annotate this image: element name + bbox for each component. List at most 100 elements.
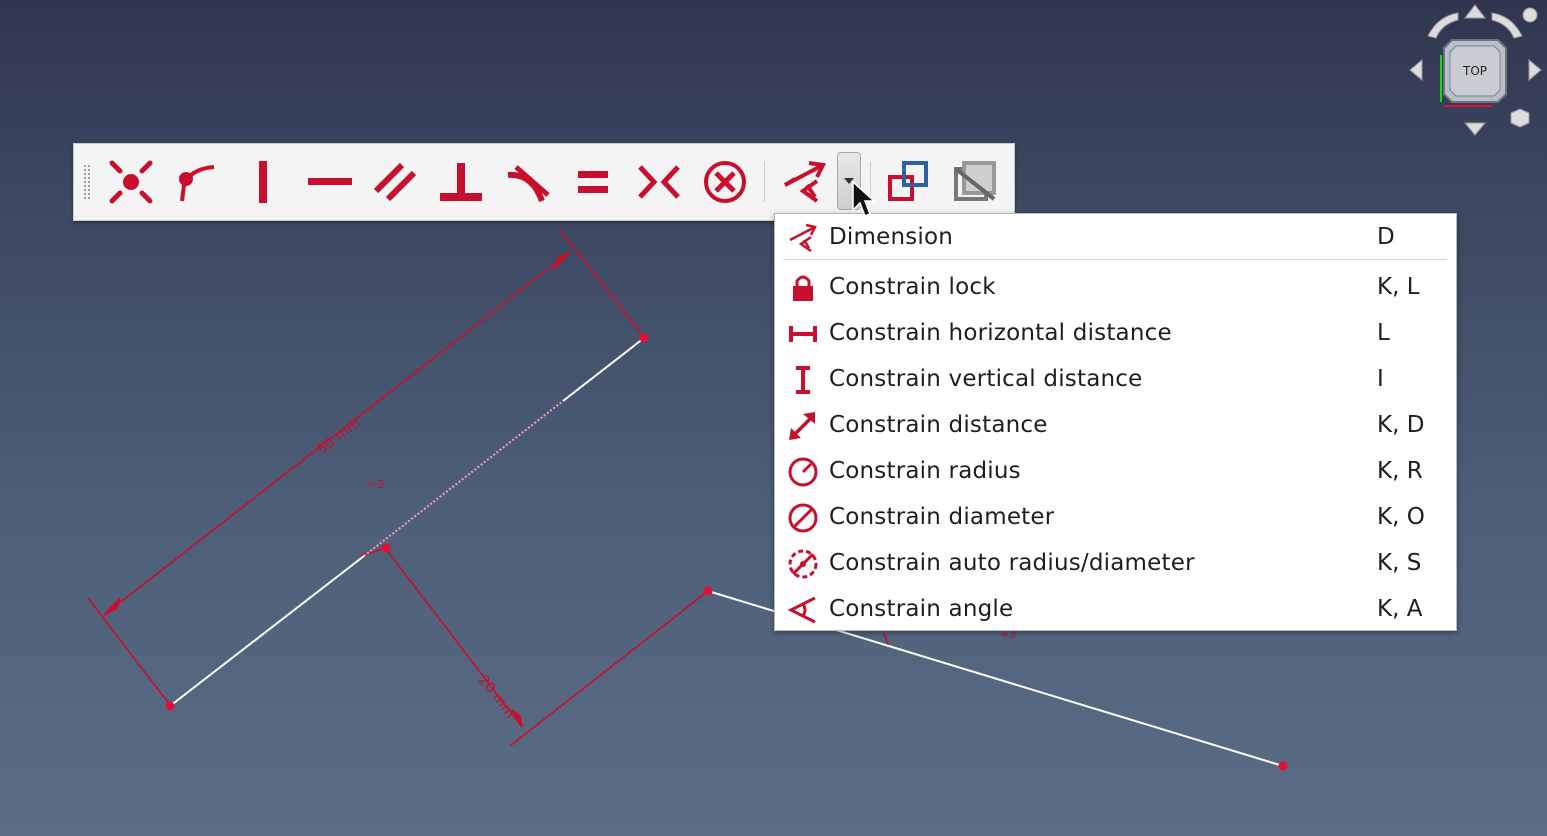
- toolbar-separator: [870, 162, 871, 202]
- dimension-icon: [789, 223, 817, 253]
- diameter-icon: [788, 503, 818, 533]
- menu-item-diameter[interactable]: Constrain diameter K, O: [781, 496, 1451, 540]
- constraint-marker: [883, 632, 889, 646]
- arrow-left-icon[interactable]: [1409, 58, 1423, 82]
- angle-icon: [787, 596, 816, 624]
- menu-item-shortcut: K, S: [1377, 550, 1422, 576]
- parallel-icon: [373, 162, 417, 202]
- dimension-dropdown-menu: Dimension D Constrain lock K, L Constrai…: [774, 213, 1457, 631]
- horizontal-icon: [308, 178, 352, 185]
- sketch-point[interactable]: [1278, 761, 1288, 771]
- dimension-icon: [783, 161, 827, 203]
- perpendicular-button[interactable]: [434, 154, 488, 210]
- dimension-label-20[interactable]: 20 mm: [475, 673, 518, 722]
- sketch-line[interactable]: [562, 337, 645, 402]
- arrow-right-icon[interactable]: [1528, 58, 1542, 82]
- dimension-label-50[interactable]: 50 mm: [315, 415, 364, 458]
- point-on-object-icon: [179, 165, 215, 202]
- menu-item-distance[interactable]: Constrain distance K, D: [781, 404, 1451, 448]
- sketch-line[interactable]: [169, 555, 365, 707]
- menu-item-shortcut: K, O: [1377, 504, 1425, 530]
- arrowhead: [511, 709, 523, 728]
- menu-item-radius[interactable]: Constrain radius K, R: [781, 450, 1451, 494]
- horizontal-button[interactable]: [302, 154, 356, 210]
- dimension-dropdown-arrow[interactable]: [837, 152, 861, 210]
- arrowhead: [553, 251, 571, 270]
- coincident-icon: [109, 160, 153, 204]
- toggle-active-icon: [954, 161, 996, 201]
- menu-item-horizontal-distance[interactable]: Constrain horizontal distance L: [781, 312, 1451, 356]
- horizontal-distance-icon: [789, 326, 817, 342]
- menu-item-label: Dimension: [829, 224, 954, 250]
- equal-constraint-marker: =3: [368, 478, 384, 491]
- symmetric-icon: [638, 165, 680, 199]
- menu-item-auto-radius-diameter[interactable]: Constrain auto radius/diameter K, S: [781, 542, 1451, 586]
- extension-line: [559, 229, 645, 338]
- toggle-driving-button[interactable]: [882, 154, 936, 210]
- perpendicular-icon: [440, 163, 482, 201]
- sketch-line-selected[interactable]: [363, 400, 564, 557]
- menu-item-shortcut: D: [1377, 224, 1395, 250]
- menu-item-constrain-lock[interactable]: Constrain lock K, L: [781, 266, 1451, 310]
- menu-item-shortcut: L: [1377, 320, 1390, 346]
- sketch-point[interactable]: [703, 586, 713, 596]
- menu-separator: [783, 259, 1447, 260]
- vertical-distance-icon: [796, 366, 810, 394]
- menu-item-vertical-distance[interactable]: Constrain vertical distance I: [781, 358, 1451, 402]
- coincident-button[interactable]: [104, 154, 158, 210]
- toggle-driving-icon: [888, 161, 928, 201]
- symmetric-button[interactable]: [632, 154, 686, 210]
- arrow-up-icon[interactable]: [1463, 4, 1487, 19]
- equal-icon: [578, 171, 608, 193]
- toolbar-separator: [764, 162, 765, 202]
- parallel-button[interactable]: [368, 154, 422, 210]
- dimension-line-50[interactable]: [103, 251, 571, 616]
- radius-icon: [788, 457, 818, 487]
- block-button[interactable]: [698, 154, 752, 210]
- menu-item-label: Constrain vertical distance: [829, 366, 1143, 392]
- menu-item-angle[interactable]: Constrain angle K, A: [781, 588, 1451, 632]
- auto-radius-diameter-icon: [788, 549, 818, 579]
- toolbar-grip[interactable]: [83, 164, 91, 200]
- menu-item-dimension[interactable]: Dimension D: [781, 216, 1451, 260]
- navigation-cube[interactable]: TOP: [1400, 0, 1547, 150]
- close-dot-icon[interactable]: [1522, 7, 1538, 23]
- menu-item-label: Constrain lock: [829, 274, 996, 300]
- lock-icon: [793, 275, 813, 301]
- menu-item-shortcut: I: [1377, 366, 1384, 392]
- small-cube-icon[interactable]: [1510, 108, 1530, 128]
- equal-constraint-marker: =3: [1000, 628, 1016, 641]
- sketch-point[interactable]: [639, 333, 649, 343]
- vertical-button[interactable]: [236, 154, 290, 210]
- dimension-button[interactable]: [777, 154, 831, 210]
- arrowhead: [103, 597, 121, 616]
- menu-item-label: Constrain horizontal distance: [829, 320, 1172, 346]
- dimension-line-20[interactable]: [385, 548, 523, 728]
- tangent-button[interactable]: [500, 154, 554, 210]
- tangent-icon: [507, 165, 550, 203]
- sketcher-constraints-toolbar: [73, 143, 1015, 221]
- sketch-point[interactable]: [381, 543, 391, 553]
- menu-item-shortcut: K, D: [1377, 412, 1425, 438]
- distance-icon: [789, 412, 815, 440]
- cube-face-label: TOP: [1462, 64, 1487, 78]
- toggle-active-button[interactable]: [948, 154, 1002, 210]
- mouse-cursor-icon: [852, 180, 876, 217]
- rotate-left-icon[interactable]: [1427, 12, 1459, 39]
- menu-item-shortcut: K, A: [1377, 596, 1423, 622]
- menu-item-shortcut: K, R: [1377, 458, 1423, 484]
- chevron-down-icon: [844, 178, 854, 184]
- extension-line: [87, 597, 171, 706]
- cube-face[interactable]: TOP: [1440, 39, 1507, 107]
- menu-item-label: Constrain radius: [829, 458, 1021, 484]
- menu-item-shortcut: K, L: [1377, 274, 1420, 300]
- arrow-down-icon[interactable]: [1463, 122, 1487, 136]
- block-icon: [704, 161, 746, 203]
- vertical-icon: [259, 161, 267, 203]
- equal-button[interactable]: [566, 154, 620, 210]
- point-on-object-button[interactable]: [170, 154, 224, 210]
- sketch-point[interactable]: [165, 701, 175, 711]
- rotate-right-icon[interactable]: [1491, 12, 1523, 39]
- menu-item-label: Constrain diameter: [829, 504, 1055, 530]
